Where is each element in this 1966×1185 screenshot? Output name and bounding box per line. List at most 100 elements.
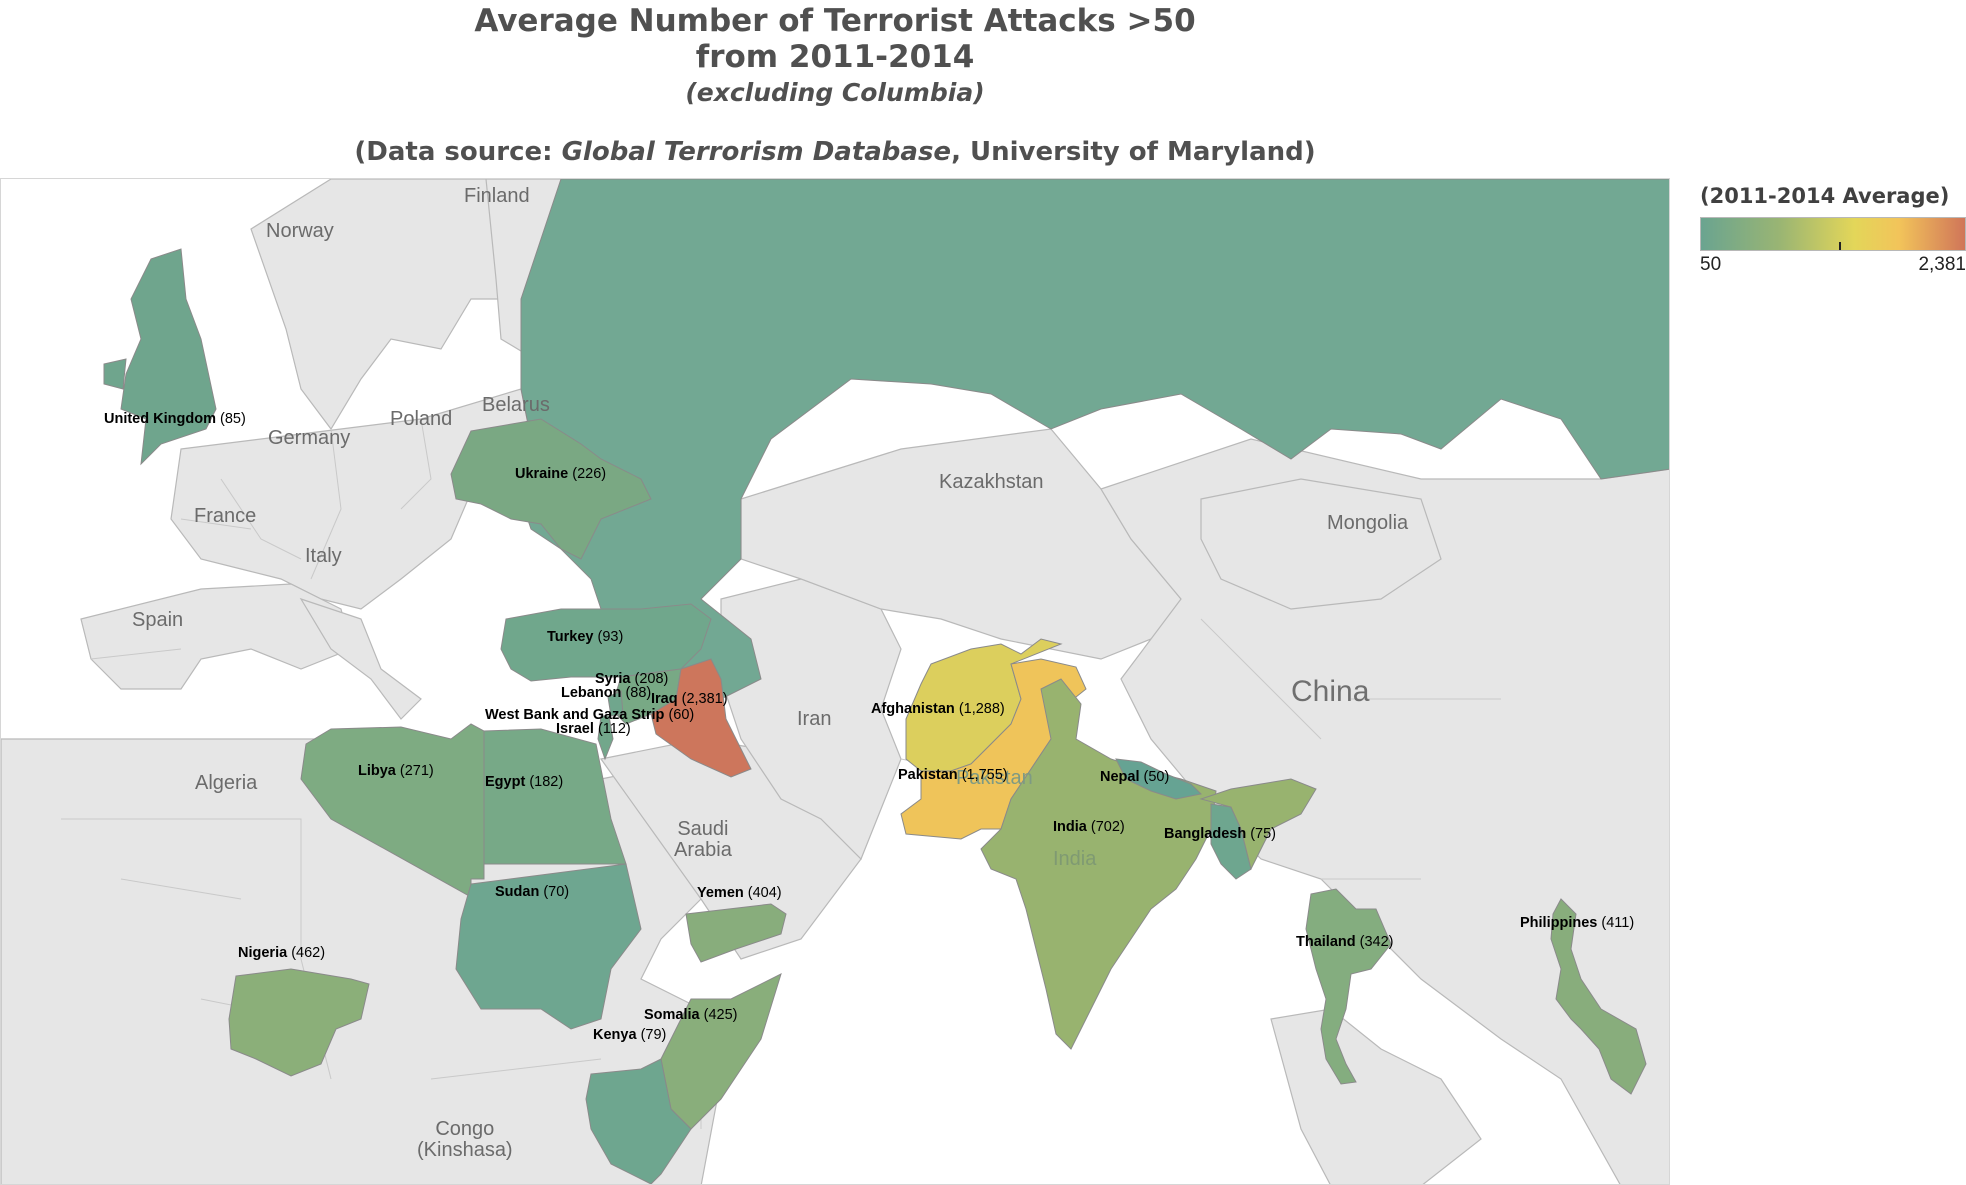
- pakistan-region[interactable]: [900, 658, 1087, 840]
- mark-value: (1,755): [961, 767, 1008, 783]
- mark-value: (112): [597, 721, 631, 737]
- label-germany: Germany: [268, 427, 351, 449]
- united-kingdom-region[interactable]: [103, 248, 217, 466]
- yemen-region[interactable]: [685, 903, 787, 963]
- mark-value: (342): [1359, 934, 1394, 950]
- mark-label-syria: Syria (208): [595, 671, 668, 687]
- label-norway: Norway: [266, 220, 334, 242]
- background-land: [1, 179, 1669, 1184]
- mark-value: (1,288): [958, 701, 1005, 717]
- nepal-region[interactable]: [1115, 758, 1203, 800]
- title-line-1: Average Number of Terrorist Attacks >50: [474, 3, 1196, 39]
- legend-range-labels: 50 2,381: [1700, 254, 1966, 278]
- lebanon-region[interactable]: [607, 690, 624, 717]
- mark-label-nepal: Nepal (50): [1100, 769, 1169, 785]
- mark-name: Kenya: [593, 1027, 637, 1043]
- label-belarus: Belarus: [482, 394, 550, 416]
- label-india-faded: India: [1053, 848, 1097, 870]
- mark-value: (60): [668, 707, 695, 723]
- mark-name: Turkey: [547, 629, 594, 645]
- iraq-region[interactable]: [650, 658, 752, 778]
- central-europe-shape: [170, 388, 532, 610]
- mark-label-thailand: Thailand (342): [1296, 934, 1394, 950]
- libya-region[interactable]: [300, 723, 485, 898]
- map-area[interactable]: Finland Norway Poland Belarus Germany Fr…: [0, 178, 1670, 1185]
- mark-value: (88): [625, 685, 652, 701]
- mark-value: (404): [747, 885, 782, 901]
- mark-name: India: [1053, 819, 1087, 835]
- mark-value: (411): [1601, 915, 1635, 931]
- legend-tick: [1839, 242, 1841, 250]
- legend-title: (2011-2014 Average): [1700, 184, 1950, 208]
- label-france: France: [194, 505, 257, 527]
- sudan-region[interactable]: [455, 863, 642, 1030]
- mark-value: (50): [1143, 769, 1170, 785]
- ukraine-region[interactable]: [450, 418, 652, 560]
- kenya-region[interactable]: [585, 1058, 692, 1184]
- legend-min-label: 50: [1700, 254, 1722, 275]
- map-svg: [1, 179, 1670, 1184]
- nigeria-region[interactable]: [228, 968, 370, 1077]
- mark-name: Israel: [556, 721, 594, 737]
- label-china: China: [1291, 675, 1370, 708]
- mark-name: Thailand: [1296, 934, 1356, 950]
- mark-value: (85): [220, 411, 246, 427]
- mark-label-philippines: Philippines (411): [1520, 915, 1634, 931]
- mark-name: Pakistan: [898, 767, 958, 783]
- mark-name: Egypt: [485, 774, 526, 790]
- mark-value: (462): [291, 945, 326, 961]
- mark-name: Ukraine: [515, 466, 569, 482]
- israel-region[interactable]: [597, 715, 614, 761]
- mark-label-united-kingdom: United Kingdom (85): [104, 411, 246, 427]
- label-kazakhstan: Kazakhstan: [939, 471, 1044, 493]
- russia-region[interactable]: [520, 179, 1670, 700]
- label-saudi-arabia: Saudi Arabia: [674, 818, 732, 861]
- somalia-region[interactable]: [660, 973, 782, 1130]
- label-mongolia: Mongolia: [1327, 512, 1409, 534]
- label-spain: Spain: [132, 609, 184, 631]
- iberia-shape: [80, 583, 352, 690]
- source-prefix: (Data source:: [354, 137, 562, 167]
- mark-name: Nigeria: [238, 945, 288, 961]
- mark-value: (208): [634, 671, 669, 687]
- subtitle-excluding: (excluding Columbia): [685, 78, 985, 107]
- color-legend[interactable]: (2011-2014 Average) 50 2,381: [1700, 184, 1966, 278]
- mark-name: Sudan: [495, 884, 540, 900]
- mark-label-libya: Libya (271): [358, 763, 434, 779]
- mark-label-lebanon: Lebanon (88): [561, 685, 651, 701]
- data-regions: [103, 179, 1670, 1184]
- mark-label-somalia: Somalia (425): [644, 1007, 738, 1023]
- mark-label-turkey: Turkey (93): [547, 629, 623, 645]
- philippines-region[interactable]: [1550, 898, 1647, 1095]
- label-pakistan-faded: Pakistan: [956, 767, 1033, 789]
- legend-color-ramp: [1700, 217, 1966, 251]
- mark-value: (2,381): [681, 691, 728, 707]
- data-source-note: (Data source: Global Terrorism Database,…: [0, 137, 1670, 167]
- mark-value: (226): [572, 466, 607, 482]
- mongolia-shape: [1200, 478, 1442, 610]
- label-finland: Finland: [464, 185, 530, 207]
- mark-label-bangladesh: Bangladesh (75): [1164, 826, 1276, 842]
- mark-label-india: India (702): [1053, 819, 1125, 835]
- egypt-region[interactable]: [483, 728, 627, 865]
- mark-name: Lebanon: [561, 685, 622, 701]
- mark-name: Nepal: [1100, 769, 1140, 785]
- mark-value: (182): [529, 774, 564, 790]
- source-suffix: , University of Maryland): [951, 137, 1316, 167]
- thailand-region[interactable]: [1305, 888, 1392, 1085]
- mark-label-israel: Israel (112): [556, 721, 631, 737]
- mark-value: (425): [703, 1007, 738, 1023]
- legend-max-label: 2,381: [1918, 254, 1966, 275]
- mark-label-nigeria: Nigeria (462): [238, 945, 325, 961]
- mark-label-kenya: Kenya (79): [593, 1027, 666, 1043]
- mark-value: (93): [597, 629, 624, 645]
- mark-label-egypt: Egypt (182): [485, 774, 563, 790]
- mark-name: Bangladesh: [1164, 826, 1247, 842]
- mark-value: (702): [1090, 819, 1125, 835]
- mark-name: Syria: [595, 671, 631, 687]
- mark-name: United Kingdom: [104, 411, 216, 427]
- india-northeast-region[interactable]: [1199, 778, 1317, 871]
- mark-name: Yemen: [697, 885, 744, 901]
- mark-value: (75): [1250, 826, 1277, 842]
- label-algeria: Algeria: [195, 772, 258, 794]
